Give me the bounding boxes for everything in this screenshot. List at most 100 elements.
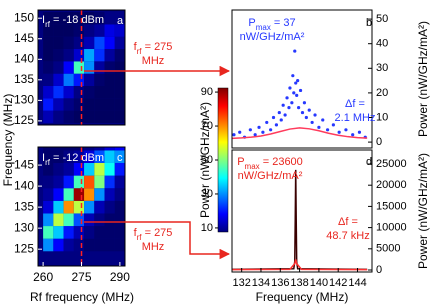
- point: [298, 88, 303, 93]
- y-tick-label: 140: [14, 178, 34, 192]
- heatmap-cell: [104, 162, 115, 176]
- subscript: max: [256, 23, 271, 32]
- heatmap-cell: [84, 147, 95, 151]
- y-tick-label: 145: [14, 157, 34, 171]
- point: [248, 128, 252, 132]
- annotation: Irf = -18 dBm: [42, 14, 104, 29]
- y-tick-label: 0: [376, 264, 382, 276]
- point: [232, 133, 236, 137]
- heatmap-cell: [114, 162, 125, 176]
- heatmap-cell: [84, 85, 95, 99]
- heatmap-cell: [73, 188, 85, 201]
- heatmap-cell: [84, 61, 95, 74]
- y-axis-label: Frequency (MHz): [1, 94, 15, 187]
- heatmap-cell: [73, 12, 85, 25]
- annotation-text: = 37: [271, 17, 296, 29]
- annotation-text: MHz: [142, 241, 165, 253]
- heatmap-cell: [63, 73, 74, 86]
- heatmap-cell: [94, 24, 105, 37]
- heatmap-cell: [84, 73, 95, 86]
- annotation-text: P: [237, 156, 244, 168]
- point: [287, 106, 291, 110]
- heatmap-cell: [63, 36, 74, 50]
- heatmap-cell: [114, 238, 125, 252]
- heatmap-cell: [53, 24, 64, 37]
- annotation-text: d: [366, 156, 372, 168]
- heatmap-cell: [53, 238, 64, 252]
- annotation-text: = -12 dBm: [50, 152, 104, 164]
- y-tick-label: 20000: [376, 179, 407, 191]
- y-tick-label: 130: [14, 93, 34, 107]
- heatmap-cell: [43, 162, 54, 176]
- heatmap-cell: [43, 110, 54, 123]
- heatmap-cell: [104, 36, 115, 50]
- colorbar-tick-label: 50: [201, 154, 213, 166]
- point: [291, 74, 295, 78]
- annotation-text: f: [134, 41, 138, 53]
- annotation: nW/GHz/mA²: [240, 31, 305, 43]
- heatmap-cell: [84, 24, 95, 37]
- heatmap-cell: [94, 85, 105, 99]
- point: [292, 91, 296, 95]
- heatmap-cell: [84, 98, 95, 111]
- point: [277, 110, 281, 115]
- heatmap-cell: [73, 175, 85, 189]
- heatmap-cell: [73, 226, 85, 239]
- x-tick-label: 134: [252, 277, 270, 289]
- colorbar-tick-label: 10: [201, 222, 213, 234]
- heatmap-cell: [43, 147, 54, 151]
- subscript: rf: [45, 20, 51, 29]
- heatmap-cell: [94, 73, 105, 86]
- heatmap-cell: [43, 12, 54, 25]
- heatmap-cell: [84, 162, 95, 176]
- point: [281, 103, 285, 107]
- y-axis-label: Power (nW/GHz/mA²): [416, 153, 430, 269]
- annotation-text: P: [248, 17, 255, 29]
- heatmap-cell: [104, 226, 115, 239]
- heatmap-cell: [104, 49, 115, 62]
- heatmap-cell: [73, 150, 85, 163]
- heatmap-cell: [73, 85, 85, 99]
- heatmap-cell: [73, 147, 85, 151]
- heatmap-cell: [53, 110, 64, 123]
- heatmap-cell: [63, 61, 74, 74]
- heatmap-cell: [43, 36, 54, 50]
- heatmap-cell: [94, 98, 105, 111]
- point: [337, 130, 341, 134]
- heatmap-cell: [43, 24, 54, 37]
- heatmap-cell: [114, 24, 125, 37]
- point: [283, 113, 287, 117]
- heatmap-cell: [84, 213, 95, 227]
- heatmap-cell: [73, 238, 85, 252]
- heatmap-cell: [104, 147, 115, 151]
- heatmap-cell: [94, 147, 105, 151]
- annotation-text: = 275: [142, 41, 173, 53]
- heatmap-cell: [43, 213, 54, 227]
- heatmap-cell: [63, 98, 74, 111]
- heatmap-cell: [63, 24, 74, 37]
- y-axis-label: Power (nW/GHz/mA²): [416, 21, 430, 137]
- heatmap-cell: [43, 175, 54, 189]
- annotation-text: Δf =: [338, 216, 358, 228]
- annotation: MHz: [142, 55, 165, 67]
- point: [325, 128, 330, 132]
- annotation: frf = 275: [134, 227, 173, 242]
- colorbar-tick-label: 90: [201, 86, 213, 98]
- heatmap-cell: [104, 238, 115, 252]
- point: [307, 108, 311, 112]
- point: [288, 86, 292, 90]
- heatmap-cell: [53, 200, 64, 214]
- heatmap-cell: [73, 61, 85, 74]
- subscript: rf: [45, 158, 51, 167]
- annotation-text: MHz: [142, 55, 165, 67]
- heatmap-cell: [114, 12, 125, 25]
- heatmap-cell: [53, 147, 64, 151]
- heatmap-cell: [104, 188, 115, 201]
- heatmap-cell: [104, 61, 115, 74]
- heatmap-cell: [114, 73, 125, 86]
- annotation-text: = -18 dBm: [50, 14, 104, 26]
- annotation-text: I: [42, 14, 45, 26]
- point: [297, 106, 301, 110]
- heatmap-cell: [84, 188, 95, 201]
- heatmap-cell: [104, 150, 115, 163]
